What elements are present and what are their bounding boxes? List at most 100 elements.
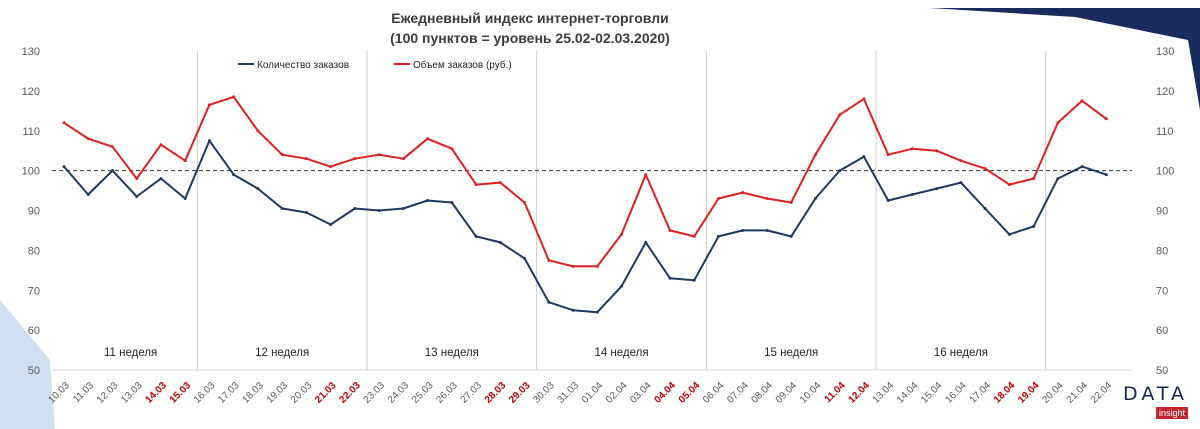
- data-point: [329, 222, 333, 226]
- data-point: [1080, 165, 1084, 169]
- x-tick-label: 16.03: [192, 380, 218, 406]
- data-point: [910, 147, 914, 151]
- x-tick-label: 08.04: [749, 380, 775, 406]
- x-tick-label: 13.03: [119, 380, 145, 406]
- data-point: [935, 149, 939, 153]
- data-point: [862, 97, 866, 101]
- x-tick-label: 01.04: [580, 380, 606, 406]
- data-point: [838, 113, 842, 117]
- y-tick-label-left: 120: [22, 86, 40, 98]
- data-point: [280, 153, 284, 157]
- y-tick-label-right: 50: [1156, 365, 1168, 377]
- data-point: [329, 165, 333, 169]
- x-tick-label: 20.03: [289, 380, 315, 406]
- data-point: [1007, 232, 1011, 236]
- data-point: [353, 157, 357, 161]
- data-point: [86, 193, 90, 197]
- data-point: [1080, 99, 1084, 103]
- data-point: [377, 153, 381, 157]
- corner-decoration-top: [930, 8, 1200, 110]
- data-point: [789, 234, 793, 238]
- data-point: [426, 199, 430, 203]
- y-tick-label-right: 110: [1156, 126, 1174, 138]
- chart-title-line1: Ежедневный индекс интернет-торговли: [391, 10, 669, 26]
- data-point: [644, 240, 648, 244]
- x-tick-label: 31.03: [556, 380, 582, 406]
- y-tick-label-left: 100: [22, 166, 40, 178]
- y-tick-label-left: 60: [28, 325, 40, 337]
- y-tick-label-right: 70: [1156, 285, 1168, 297]
- x-tick-label: 04.04: [653, 380, 679, 406]
- data-point: [159, 143, 163, 147]
- y-tick-label-right: 100: [1156, 166, 1174, 178]
- logo-text: DATA: [1123, 383, 1188, 405]
- x-tick-label: 24.03: [386, 380, 412, 406]
- x-tick-label: 21.03: [313, 380, 339, 406]
- data-point: [547, 258, 551, 262]
- x-tick-label: 13.04: [871, 380, 897, 406]
- data-point: [838, 169, 842, 173]
- x-tick-label: 17.04: [968, 380, 994, 406]
- y-tick-label-right: 90: [1156, 206, 1168, 218]
- x-tick-label: 15.03: [168, 380, 194, 406]
- series-line-1: [63, 139, 1107, 314]
- x-tick-label: 19.04: [1016, 380, 1042, 406]
- x-tick-label: 27.03: [459, 380, 485, 406]
- data-point: [353, 207, 357, 211]
- x-tick-label: 29.03: [507, 380, 533, 406]
- x-tick-label: 12.03: [95, 380, 121, 406]
- x-tick-label: 18.04: [992, 380, 1018, 406]
- data-point: [207, 139, 211, 143]
- x-tick-label: 25.03: [410, 380, 436, 406]
- data-point: [862, 155, 866, 159]
- data-point: [813, 153, 817, 157]
- data-point: [207, 103, 211, 107]
- data-point: [523, 201, 527, 205]
- x-tick-label: 17.03: [216, 380, 242, 406]
- data-point: [547, 300, 551, 304]
- data-point: [1056, 121, 1060, 125]
- data-point: [183, 197, 187, 201]
- data-point: [789, 201, 793, 205]
- data-point: [886, 199, 890, 203]
- y-tick-label-right: 80: [1156, 245, 1168, 257]
- x-tick-label: 22.04: [1089, 380, 1115, 406]
- data-point: [498, 240, 502, 244]
- y-tick-label-left: 130: [22, 46, 40, 58]
- data-point: [256, 129, 260, 133]
- data-point: [256, 187, 260, 191]
- data-point: [159, 177, 163, 181]
- data-point: [474, 234, 478, 238]
- x-tick-label: 02.04: [604, 380, 630, 406]
- x-tick-label: 21.04: [1065, 380, 1091, 406]
- data-point: [1104, 173, 1108, 177]
- data-point: [595, 310, 599, 314]
- x-tick-label: 22.03: [337, 380, 363, 406]
- week-label: 14 неделя: [594, 347, 648, 359]
- data-point: [1007, 183, 1011, 187]
- data-point: [62, 165, 66, 169]
- y-tick-label-left: 90: [28, 206, 40, 218]
- x-tick-label: 19.03: [265, 380, 291, 406]
- data-point: [135, 195, 139, 199]
- data-point: [741, 228, 745, 232]
- legend-label: Количество заказов: [257, 60, 349, 71]
- x-tick-label: 11.04: [823, 380, 848, 405]
- data-point: [741, 191, 745, 195]
- chart-title-line2: (100 пунктов = уровень 25.02-02.03.2020): [390, 30, 670, 46]
- data-point: [1104, 117, 1108, 121]
- data-point: [1056, 177, 1060, 181]
- data-point: [668, 228, 672, 232]
- week-label: 16 неделя: [934, 347, 988, 359]
- week-label: 11 неделя: [104, 347, 157, 359]
- x-tick-label: 05.04: [677, 380, 703, 406]
- y-tick-label-left: 70: [28, 285, 40, 297]
- x-tick-label: 07.04: [725, 380, 751, 406]
- data-point: [401, 207, 405, 211]
- data-point: [595, 264, 599, 268]
- data-point: [86, 137, 90, 141]
- x-tick-label: 18.03: [240, 380, 266, 406]
- x-tick-label: 20.04: [1040, 380, 1066, 406]
- data-point: [304, 210, 308, 214]
- y-tick-label-right: 60: [1156, 325, 1168, 337]
